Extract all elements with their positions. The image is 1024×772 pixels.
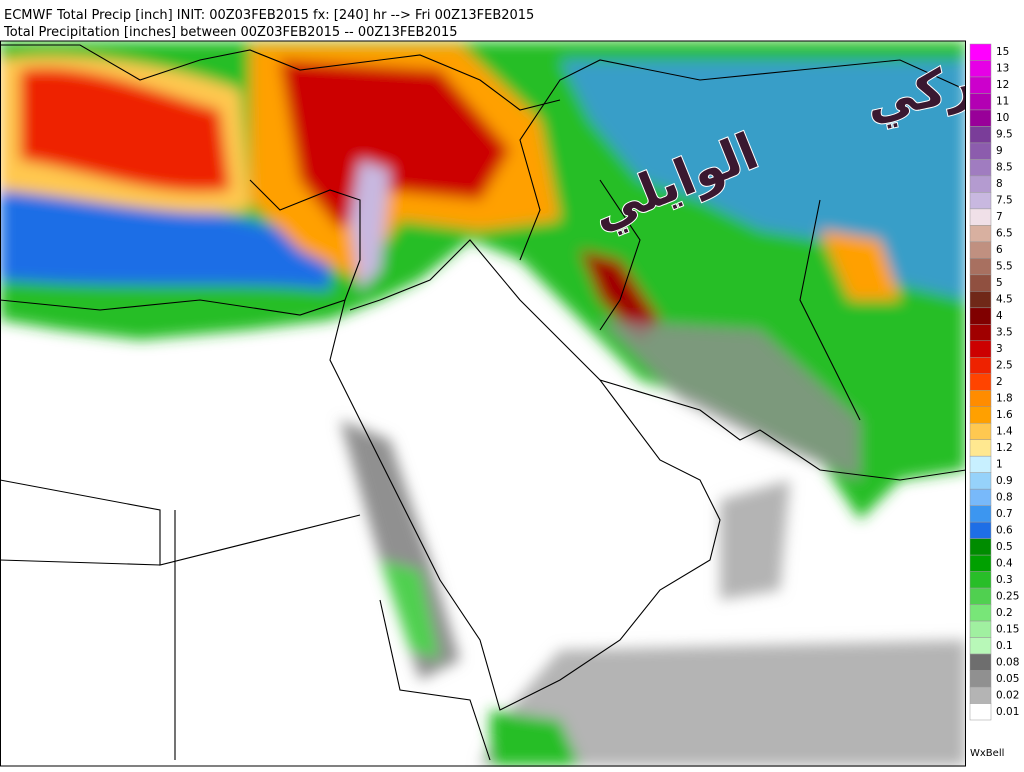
- legend-swatch: [969, 192, 992, 210]
- legend-label: 4.5: [996, 294, 1013, 306]
- legend-swatch: [969, 43, 992, 61]
- legend-label: 0.15: [996, 623, 1019, 635]
- legend-swatch: [969, 324, 992, 342]
- legend-label: 0.05: [996, 673, 1019, 685]
- legend-swatch: [969, 422, 992, 440]
- legend-swatch: [969, 389, 992, 407]
- legend-label: 3: [996, 343, 1003, 355]
- legend-swatch: [969, 307, 992, 325]
- legend-label: 15: [996, 46, 1009, 58]
- legend-swatch: [969, 620, 992, 638]
- legend-label: 0.01: [996, 706, 1019, 718]
- legend-swatch: [969, 373, 992, 391]
- legend-swatch: [969, 604, 992, 622]
- legend-swatch: [969, 703, 992, 721]
- legend-label: 0.1: [996, 640, 1013, 652]
- legend-swatch: [969, 142, 992, 160]
- legend-swatch: [969, 406, 992, 424]
- legend-label: 0.7: [996, 508, 1013, 520]
- map-subtitle: Total Precipitation [inches] between 00Z…: [3, 25, 458, 40]
- legend-swatch: [969, 291, 992, 309]
- legend-label: 11: [996, 96, 1009, 108]
- legend-swatch: [969, 637, 992, 655]
- legend-label: 9: [996, 145, 1003, 157]
- legend-label: 7.5: [996, 195, 1013, 207]
- map-frame: [0, 40, 966, 767]
- legend-label: 1.8: [996, 392, 1013, 404]
- map: تركي الوايلي: [0, 41, 966, 766]
- legend-swatch: [969, 521, 992, 539]
- legend-swatch: [969, 488, 992, 506]
- precip-field: [0, 41, 966, 766]
- legend-swatch: [969, 60, 992, 78]
- legend-label: 8: [996, 178, 1003, 190]
- legend-label: 0.5: [996, 541, 1013, 553]
- legend: 15131211109.598.587.576.565.554.543.532.…: [969, 43, 1019, 721]
- legend-swatch: [969, 93, 992, 111]
- legend-label: 2.5: [996, 360, 1013, 372]
- legend-label: 3.5: [996, 327, 1013, 339]
- legend-label: 2: [996, 376, 1003, 388]
- legend-swatch: [969, 653, 992, 671]
- legend-swatch: [969, 258, 992, 276]
- legend-label: 1.4: [996, 425, 1013, 437]
- legend-label: 0.02: [996, 689, 1019, 701]
- legend-label: 9.5: [996, 129, 1013, 141]
- legend-label: 0.9: [996, 475, 1013, 487]
- legend-label: 0.2: [996, 607, 1013, 619]
- legend-label: 5: [996, 277, 1003, 289]
- legend-label: 8.5: [996, 162, 1013, 174]
- legend-swatch: [969, 670, 992, 688]
- legend-label: 0.3: [996, 574, 1013, 586]
- legend-swatch: [969, 175, 992, 193]
- legend-label: 13: [996, 63, 1009, 75]
- legend-label: 0.6: [996, 524, 1013, 536]
- legend-label: 1.2: [996, 442, 1013, 454]
- borders: [0, 44, 966, 761]
- legend-label: 0.4: [996, 557, 1013, 569]
- legend-label: 0.08: [996, 656, 1019, 668]
- legend-swatch: [969, 340, 992, 358]
- legend-swatch: [969, 225, 992, 243]
- legend-label: 0.25: [996, 590, 1019, 602]
- legend-swatch: [969, 455, 992, 473]
- legend-swatch: [969, 126, 992, 144]
- legend-swatch: [969, 241, 992, 259]
- legend-label: 0.8: [996, 491, 1013, 503]
- legend-label: 4: [996, 310, 1003, 322]
- legend-label: 7: [996, 211, 1003, 223]
- legend-swatch: [969, 208, 992, 226]
- legend-swatch: [969, 109, 992, 127]
- legend-swatch: [969, 538, 992, 556]
- legend-swatch: [969, 357, 992, 375]
- legend-label: 1.6: [996, 409, 1013, 421]
- legend-swatch: [969, 554, 992, 572]
- legend-label: 1: [996, 458, 1003, 470]
- legend-label: 6: [996, 244, 1003, 256]
- legend-swatch: [969, 439, 992, 457]
- legend-label: 12: [996, 79, 1009, 91]
- legend-label: 6.5: [996, 228, 1013, 240]
- legend-swatch: [969, 76, 992, 94]
- credit: WxBell: [970, 748, 1004, 759]
- legend-swatch: [969, 686, 992, 704]
- legend-swatch: [969, 571, 992, 589]
- legend-swatch: [969, 505, 992, 523]
- legend-swatch: [969, 274, 992, 292]
- map-title: ECMWF Total Precip [inch] INIT: 00Z03FEB…: [4, 8, 534, 23]
- legend-swatch: [969, 159, 992, 177]
- legend-swatch: [969, 472, 992, 490]
- legend-swatch: [969, 587, 992, 605]
- legend-label: 5.5: [996, 261, 1013, 273]
- legend-label: 10: [996, 112, 1009, 124]
